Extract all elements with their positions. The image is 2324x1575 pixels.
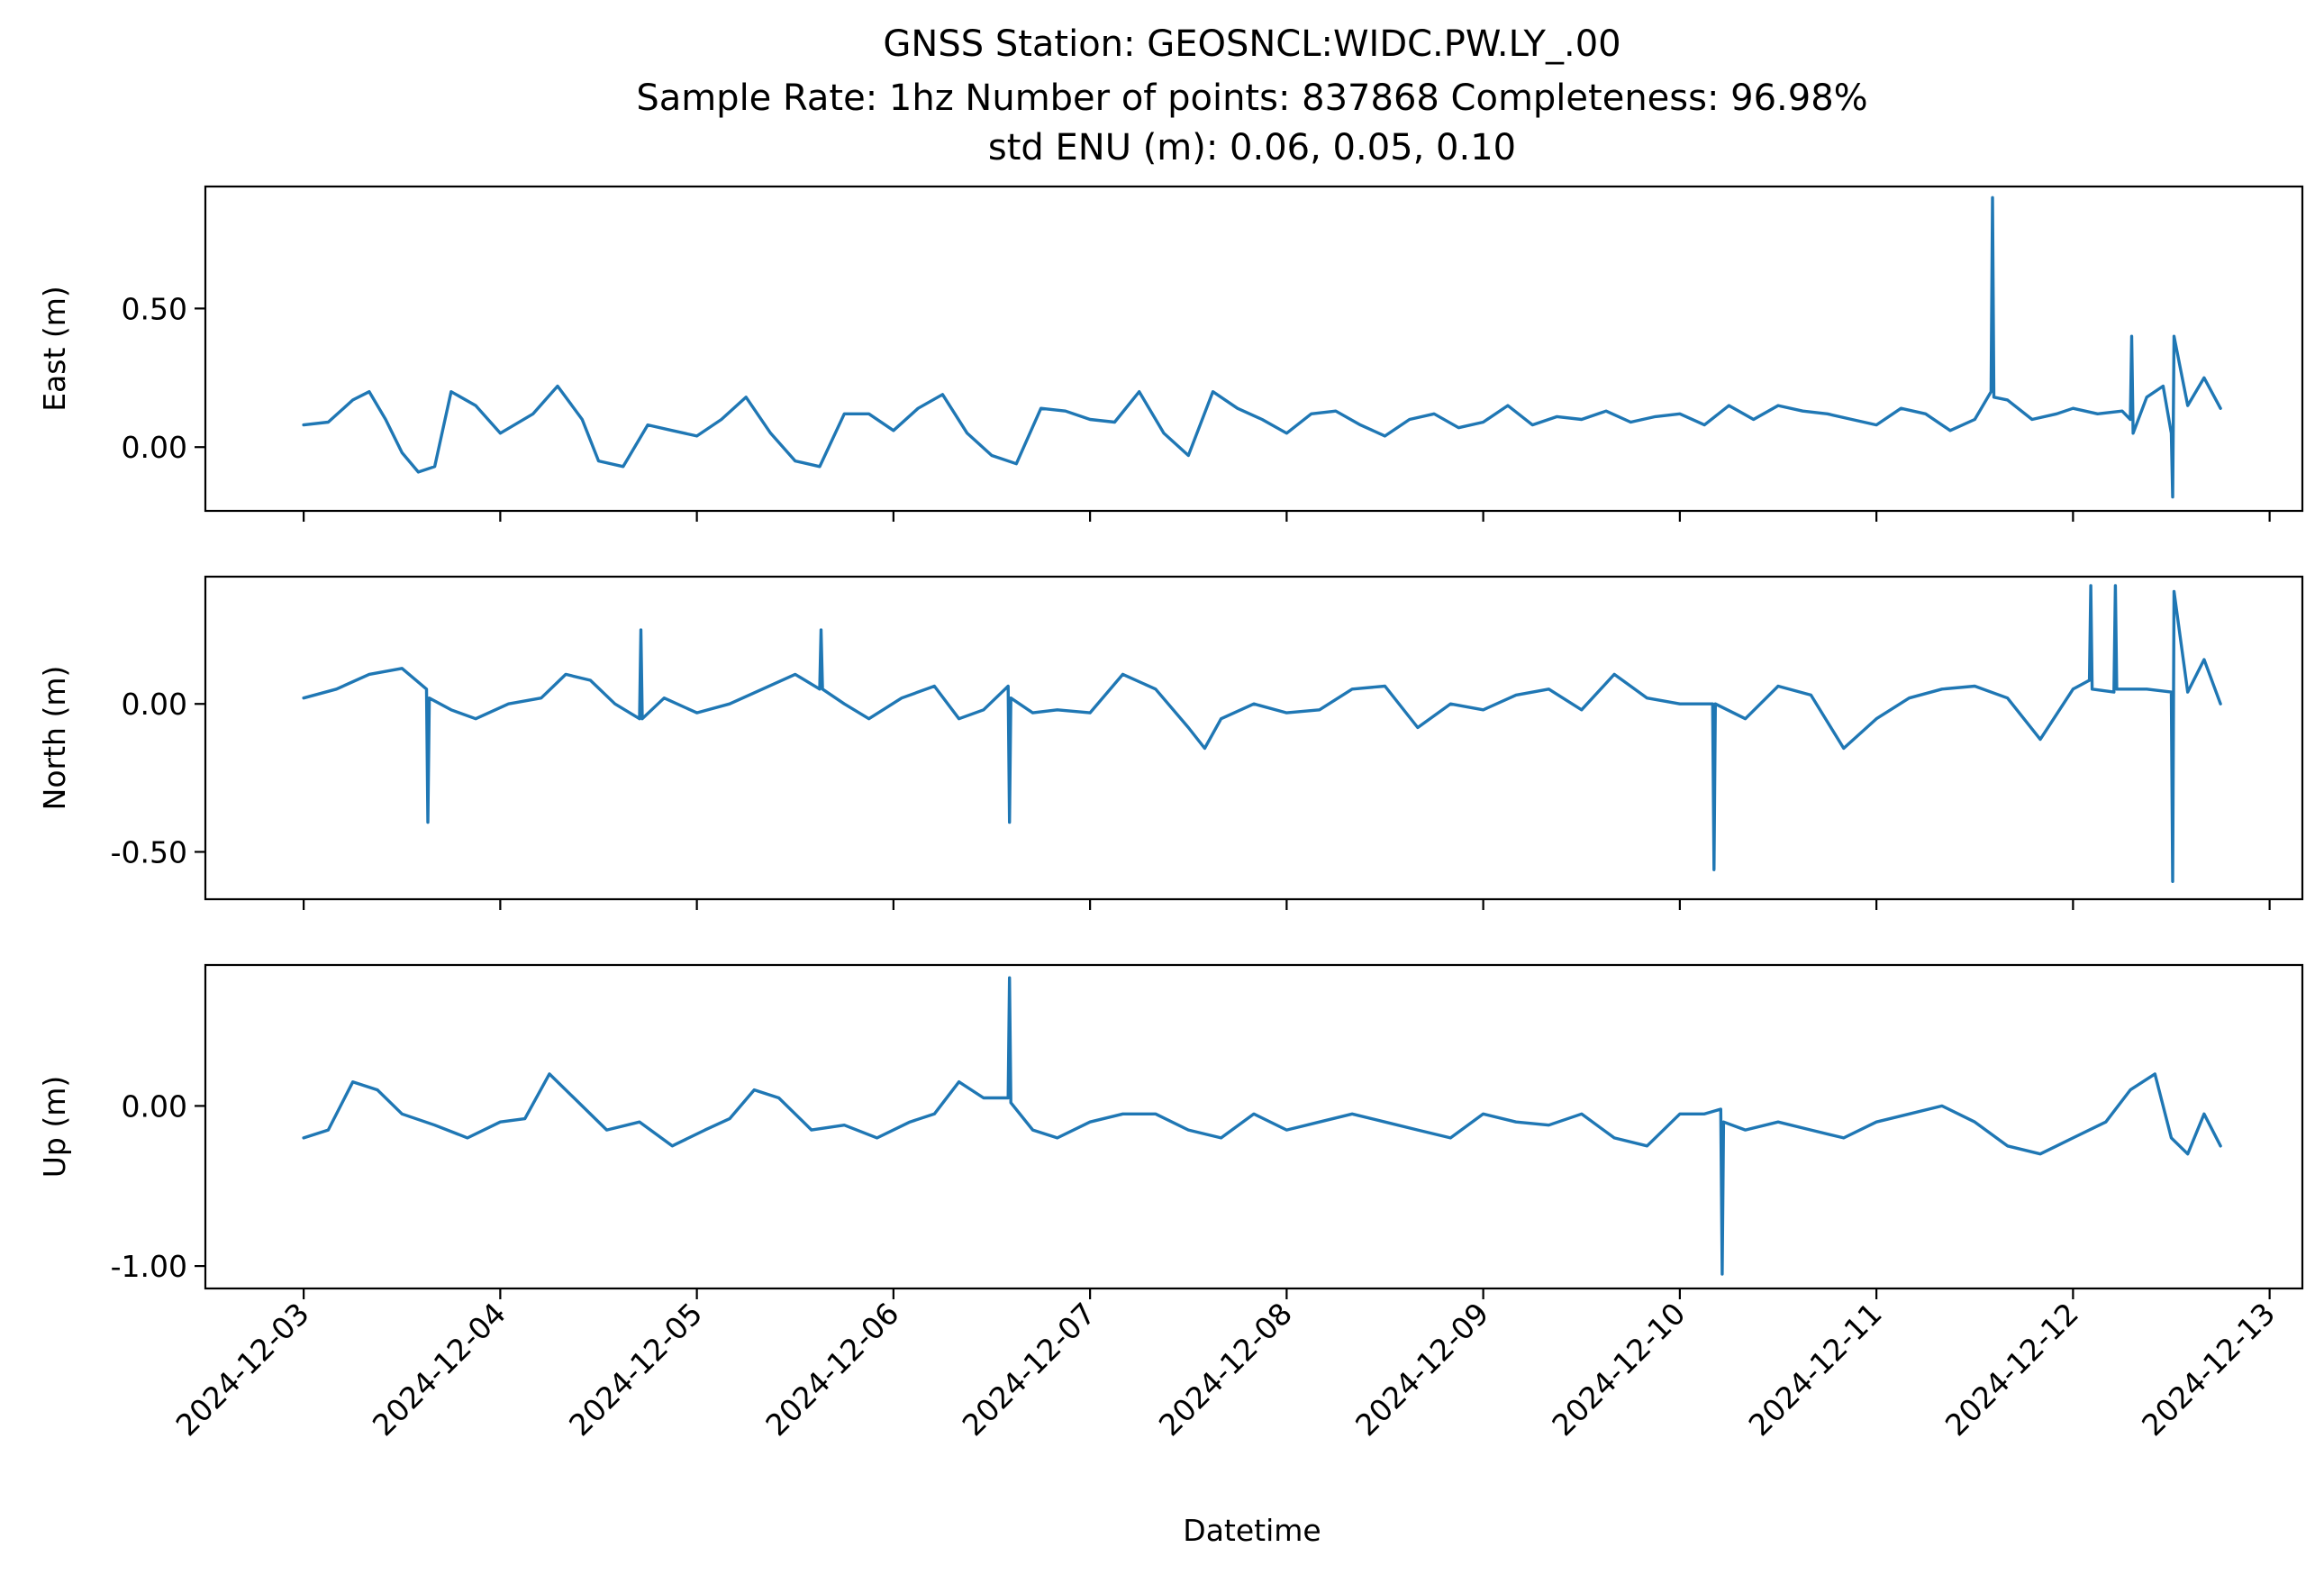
series-line-2 [302, 584, 2222, 883]
x-tick-label: 2024-12-07 [956, 1296, 1103, 1443]
y-tick-label: -1.00 [111, 1249, 187, 1284]
x-tick-label: 2024-12-03 [169, 1296, 316, 1443]
subplot-3: -1.00 0.00 Up (m) 2024-12-03 2024-12-04 2024-… [37, 963, 2304, 1443]
y-tick-label: -0.50 [111, 834, 187, 869]
axes-frame-1 [204, 185, 2304, 513]
y-tick-label: 0.00 [122, 430, 187, 465]
y-tick-label: 0.50 [122, 291, 187, 326]
x-tick-label: 2024-12-12 [1938, 1296, 2085, 1443]
x-tick-label: 2024-12-10 [1545, 1296, 1692, 1443]
title-line-1: GNSS Station: GEOSNCL:WIDC.PW.LY_.00 [883, 23, 1620, 65]
x-tick-label: 2024-12-05 [562, 1296, 709, 1443]
y-tick-label: 0.00 [122, 1088, 187, 1124]
x-tick-label: 2024-12-11 [1742, 1296, 1889, 1443]
title-line-3: std ENU (m): 0.06, 0.05, 0.10 [988, 127, 1516, 168]
series-line-3 [302, 976, 2222, 1276]
x-tick-label: 2024-12-09 [1348, 1296, 1495, 1443]
x-tick-label: 2024-12-13 [2135, 1296, 2282, 1443]
subplot-2: -0.50 0.00 North (m) [37, 575, 2304, 910]
axes-frame-2 [204, 575, 2304, 901]
x-axis-label: Datetime [1183, 1513, 1321, 1548]
title-line-2: Sample Rate: 1hz Number of points: 83786… [636, 77, 1867, 119]
figure-title: GNSS Station: GEOSNCL:WIDC.PW.LY_.00 Sam… [636, 23, 1867, 168]
series-line-1 [302, 196, 2222, 499]
axes-frame-3 [204, 963, 2304, 1290]
x-tick-label: 2024-12-06 [758, 1296, 905, 1443]
subplot-panels: 0.00 0.50 East (m) -0.50 0.00 North (m) -1.00 0… [37, 185, 2304, 1443]
x-tick-label: 2024-12-08 [1152, 1296, 1299, 1443]
y-axis-label: Up (m) [37, 1076, 72, 1179]
y-axis-label: East (m) [37, 286, 72, 412]
y-axis-label: North (m) [37, 666, 72, 811]
subplot-1: 0.00 0.50 East (m) [37, 185, 2304, 522]
x-tick-label: 2024-12-04 [366, 1296, 513, 1443]
y-tick-label: 0.00 [122, 687, 187, 722]
